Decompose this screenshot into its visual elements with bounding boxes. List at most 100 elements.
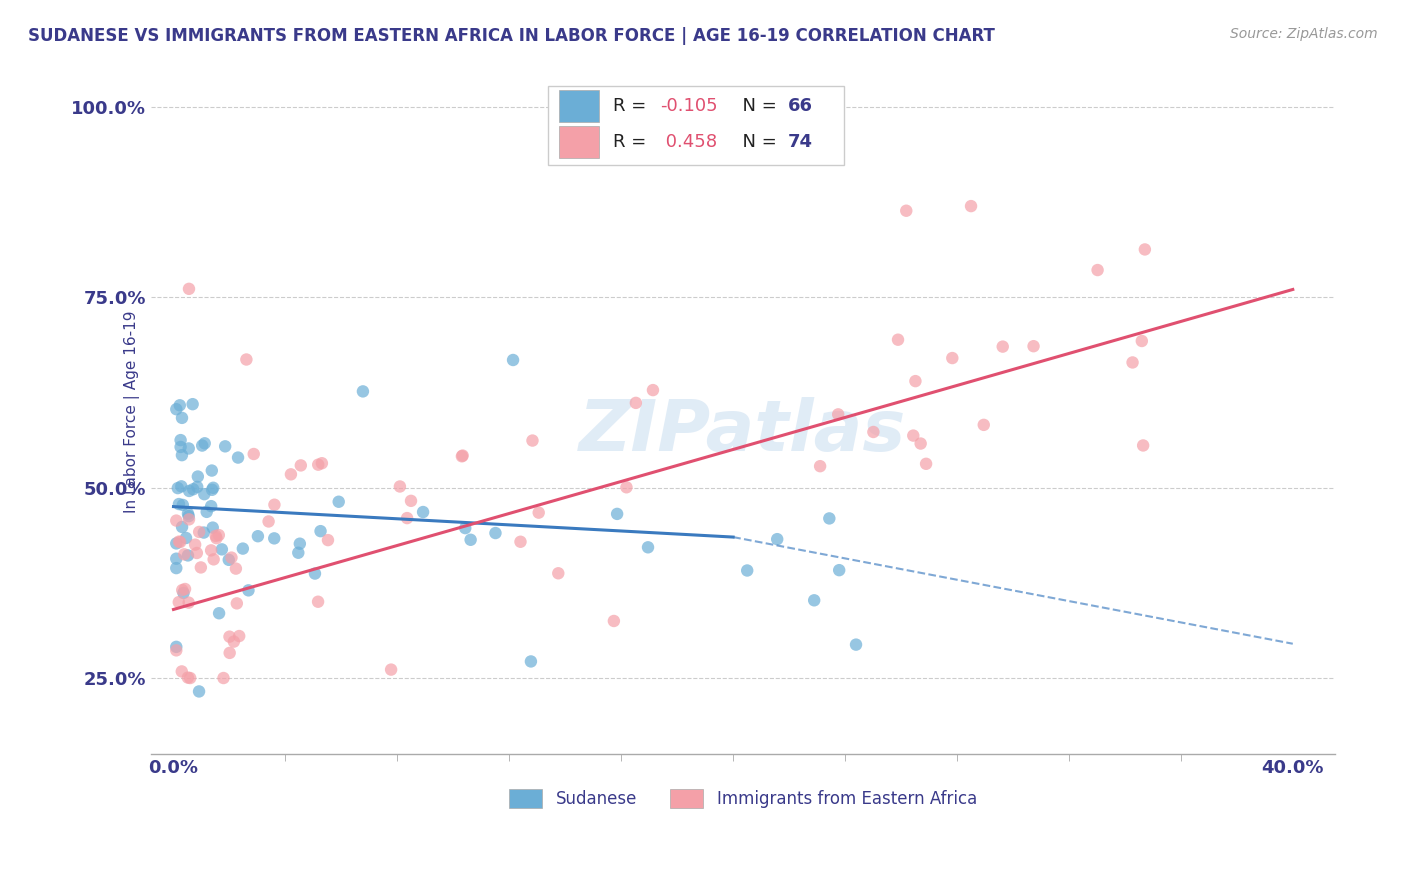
- Point: [177, 596, 200, 610]
- Point: [803, 593, 825, 607]
- Point: [828, 563, 851, 577]
- Point: [174, 531, 197, 545]
- Point: [191, 438, 214, 452]
- Point: [226, 450, 249, 465]
- Point: [1022, 339, 1045, 353]
- Point: [165, 640, 187, 654]
- Point: [232, 541, 254, 556]
- Text: -0.105: -0.105: [659, 97, 717, 115]
- Point: [527, 506, 550, 520]
- Y-axis label: In Labor Force | Age 16-19: In Labor Force | Age 16-19: [124, 310, 141, 513]
- Point: [845, 638, 868, 652]
- Point: [181, 397, 204, 411]
- Point: [167, 497, 190, 511]
- Point: [177, 549, 200, 563]
- FancyBboxPatch shape: [560, 90, 599, 122]
- FancyBboxPatch shape: [547, 86, 844, 164]
- Point: [177, 507, 200, 521]
- Point: [238, 583, 260, 598]
- Point: [201, 520, 224, 534]
- Point: [170, 448, 193, 462]
- Point: [991, 340, 1014, 354]
- Point: [451, 450, 474, 464]
- Point: [212, 671, 235, 685]
- Point: [973, 417, 995, 432]
- Point: [201, 464, 224, 478]
- Point: [307, 458, 329, 472]
- Point: [288, 537, 311, 551]
- Point: [165, 643, 187, 657]
- Point: [177, 671, 200, 685]
- Point: [257, 515, 280, 529]
- Point: [287, 546, 309, 560]
- Point: [311, 456, 333, 470]
- Point: [179, 671, 201, 685]
- Point: [169, 433, 191, 447]
- Text: N =: N =: [731, 133, 783, 151]
- Point: [502, 353, 524, 368]
- Point: [808, 459, 831, 474]
- Point: [218, 553, 240, 567]
- Point: [735, 564, 758, 578]
- Point: [887, 333, 910, 347]
- Point: [290, 458, 312, 473]
- Point: [1133, 243, 1156, 257]
- Point: [177, 512, 200, 526]
- Point: [169, 440, 191, 454]
- Point: [316, 533, 339, 547]
- Point: [202, 481, 225, 495]
- Point: [235, 352, 257, 367]
- Text: R =: R =: [613, 97, 652, 115]
- Point: [827, 408, 849, 422]
- Point: [174, 582, 197, 596]
- Point: [352, 384, 374, 399]
- Text: Source: ZipAtlas.com: Source: ZipAtlas.com: [1230, 27, 1378, 41]
- Point: [388, 479, 411, 493]
- Text: 74: 74: [787, 133, 813, 151]
- Point: [904, 374, 927, 388]
- Point: [193, 525, 215, 540]
- Point: [221, 550, 243, 565]
- Point: [1130, 334, 1153, 348]
- Point: [173, 547, 195, 561]
- Point: [280, 467, 302, 482]
- Point: [1087, 263, 1109, 277]
- Point: [170, 479, 193, 493]
- Point: [170, 410, 193, 425]
- Point: [460, 533, 482, 547]
- Point: [195, 505, 218, 519]
- Point: [509, 534, 531, 549]
- Point: [910, 436, 932, 450]
- Point: [941, 351, 963, 365]
- Point: [186, 546, 208, 560]
- Point: [166, 481, 188, 495]
- Point: [165, 536, 187, 550]
- Point: [263, 498, 285, 512]
- Point: [616, 480, 638, 494]
- Point: [201, 483, 224, 497]
- Point: [165, 514, 187, 528]
- Point: [170, 520, 193, 534]
- Point: [304, 566, 326, 581]
- Point: [228, 629, 250, 643]
- Text: ZIPatlas: ZIPatlas: [579, 398, 907, 467]
- Point: [169, 398, 191, 412]
- Point: [211, 542, 233, 557]
- Point: [186, 480, 208, 494]
- Point: [181, 482, 204, 496]
- Point: [263, 532, 285, 546]
- Point: [246, 529, 269, 543]
- Point: [165, 402, 187, 417]
- Point: [547, 566, 569, 581]
- Point: [165, 561, 187, 575]
- Legend: Sudanese, Immigrants from Eastern Africa: Sudanese, Immigrants from Eastern Africa: [502, 782, 984, 814]
- Point: [225, 596, 247, 610]
- Point: [242, 447, 264, 461]
- Point: [187, 469, 209, 483]
- Point: [214, 439, 236, 453]
- Point: [169, 535, 191, 549]
- Point: [484, 526, 506, 541]
- Point: [862, 425, 884, 439]
- Point: [520, 655, 543, 669]
- Point: [179, 483, 201, 498]
